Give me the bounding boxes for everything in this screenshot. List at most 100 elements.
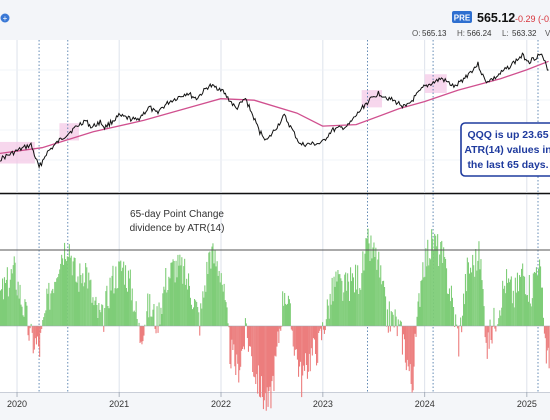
indicator-bar bbox=[186, 278, 188, 326]
indicator-bar bbox=[232, 326, 234, 350]
indicator-bar bbox=[463, 293, 465, 326]
indicator-bar bbox=[428, 265, 430, 326]
indicator-bar bbox=[436, 246, 438, 326]
plus-icon[interactable] bbox=[0, 13, 10, 23]
indicator-bar bbox=[411, 326, 413, 393]
indicator-bar bbox=[449, 301, 451, 326]
indicator-bar bbox=[485, 326, 487, 343]
indicator-bar bbox=[329, 293, 331, 326]
indicator-bar bbox=[258, 326, 260, 366]
indicator-bar bbox=[441, 240, 443, 326]
indicator-bar bbox=[225, 302, 227, 326]
indicator-bar bbox=[216, 261, 218, 326]
indicator-bar bbox=[414, 326, 416, 334]
indicator-bar bbox=[221, 284, 223, 326]
indicator-bar bbox=[381, 284, 383, 326]
indicator-bar bbox=[422, 262, 424, 326]
indicator-bar bbox=[22, 315, 24, 326]
indicator-bar bbox=[517, 291, 519, 326]
indicator-bar bbox=[349, 301, 351, 326]
indicator-bar bbox=[164, 289, 166, 326]
indicator-bar bbox=[535, 267, 537, 326]
indicator-bar bbox=[308, 326, 310, 354]
indicator-bar bbox=[476, 270, 478, 326]
indicator-bar bbox=[532, 273, 534, 326]
indicator-bar bbox=[287, 295, 289, 326]
indicator-bar bbox=[273, 326, 275, 391]
indicator-bar bbox=[227, 323, 229, 326]
indicator-bar bbox=[10, 269, 12, 326]
indicator-bar bbox=[387, 326, 389, 333]
indicator-bar bbox=[131, 288, 133, 326]
indicator-bar bbox=[262, 326, 264, 410]
indicator-bar bbox=[7, 296, 9, 326]
indicator-bar bbox=[134, 312, 136, 326]
indicator-bar bbox=[293, 326, 295, 356]
indicator-bar bbox=[195, 300, 197, 326]
indicator-bar bbox=[467, 262, 469, 326]
indicator-bar bbox=[313, 326, 315, 340]
low-value: 563.32 bbox=[512, 29, 537, 38]
indicator-bar bbox=[543, 326, 545, 334]
indicator-bar bbox=[23, 316, 25, 326]
volume-label: V bbox=[545, 29, 550, 38]
indicator-bar bbox=[110, 290, 112, 326]
indicator-bar bbox=[358, 294, 360, 326]
indicator-bar bbox=[41, 326, 43, 329]
indicator-bar bbox=[118, 261, 120, 326]
indicator-bar bbox=[64, 242, 66, 326]
indicator-bar bbox=[315, 326, 317, 354]
indicator-bar bbox=[425, 248, 427, 326]
indicator-bar bbox=[9, 279, 11, 326]
indicator-bar bbox=[1, 289, 3, 326]
indicator-bar bbox=[333, 276, 335, 326]
indicator-bar bbox=[330, 304, 332, 326]
indicator-bar bbox=[117, 288, 119, 326]
indicator-bar bbox=[220, 273, 222, 326]
indicator-bar bbox=[442, 263, 444, 326]
indicator-bar bbox=[403, 326, 405, 340]
indicator-bar bbox=[88, 272, 90, 326]
indicator-bar bbox=[399, 320, 401, 326]
indicator-bar bbox=[407, 326, 409, 367]
indicator-bar bbox=[461, 326, 463, 333]
indicator-bar bbox=[418, 293, 420, 326]
indicator-bar bbox=[215, 266, 217, 326]
indicator-bar bbox=[420, 281, 422, 326]
indicator-bars bbox=[0, 228, 550, 411]
indicator-bar bbox=[451, 297, 453, 326]
reference-lines bbox=[0, 249, 550, 327]
indicator-bar bbox=[364, 253, 366, 326]
indicator-bar bbox=[271, 326, 273, 382]
indicator-bar bbox=[539, 259, 541, 326]
indicator-bar bbox=[377, 259, 379, 326]
indicator-bar bbox=[246, 326, 248, 338]
indicator-bar bbox=[279, 326, 281, 329]
indicator-bar bbox=[434, 233, 436, 326]
indicator-bar bbox=[383, 280, 385, 326]
indicator-bar bbox=[162, 293, 164, 326]
indicator-bar bbox=[299, 326, 301, 367]
indicator-bar bbox=[189, 297, 191, 326]
indicator-bar bbox=[0, 290, 2, 326]
indicator-bar bbox=[19, 284, 21, 326]
indicator-bar bbox=[490, 326, 492, 340]
indicator-bar bbox=[107, 306, 109, 326]
indicator-bar bbox=[91, 302, 93, 326]
indicator-bar bbox=[6, 267, 8, 326]
indicator-bar bbox=[298, 326, 300, 377]
indicator-bar bbox=[49, 309, 51, 326]
indicator-bar bbox=[328, 318, 330, 326]
indicator-bar bbox=[540, 266, 542, 326]
indicator-bar bbox=[224, 300, 226, 326]
indicator-bar bbox=[54, 281, 56, 326]
indicator-bar bbox=[230, 326, 232, 369]
indicator-bar bbox=[146, 311, 148, 326]
indicator-bar bbox=[207, 274, 209, 326]
indicator-bar bbox=[520, 276, 522, 326]
indicator-bar bbox=[57, 277, 59, 326]
indicator-bar bbox=[396, 326, 398, 337]
indicator-bar bbox=[136, 319, 138, 326]
